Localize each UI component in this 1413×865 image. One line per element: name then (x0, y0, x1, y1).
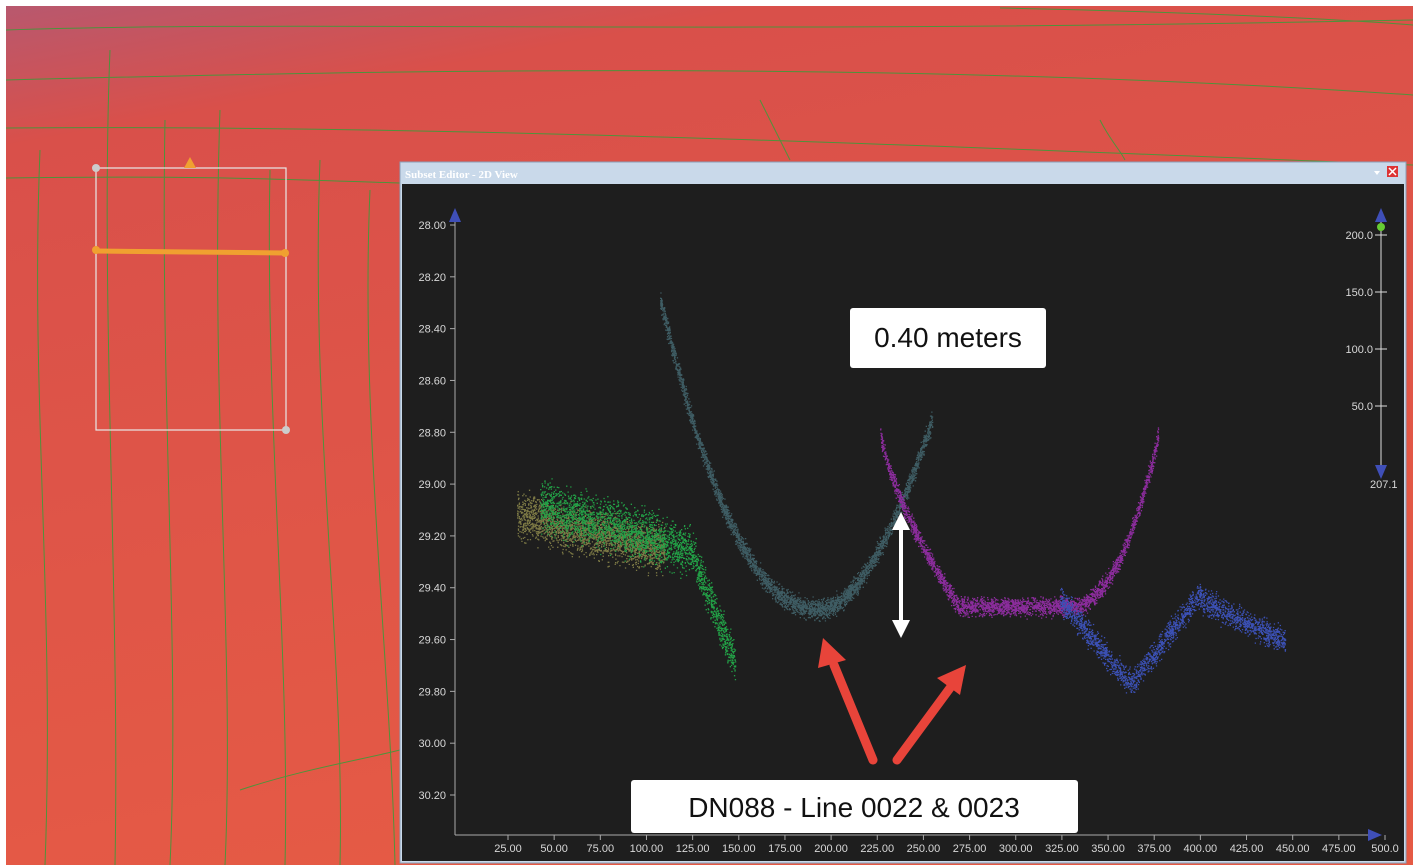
x-tick-label: 175.00 (768, 843, 802, 855)
close-icon (1388, 167, 1397, 176)
side-tick-label: 200.0 (1345, 230, 1373, 242)
x-tick-label: 275.00 (953, 843, 987, 855)
window-title: Subset Editor - 2D View (405, 169, 518, 181)
x-tick-label: 300.00 (999, 843, 1033, 855)
annotations: 0.40 meters DN088 - Line 0022 & 0023 (631, 308, 1078, 833)
point-cloud (880, 427, 1160, 620)
handle[interactable] (92, 246, 100, 254)
handle[interactable] (92, 164, 100, 172)
y-tick-label: 29.20 (418, 531, 446, 543)
measurement-box (850, 308, 1046, 368)
x-tick-label: 50.00 (540, 843, 568, 855)
y-tick-label: 28.60 (418, 375, 446, 387)
x-tick-label: 425.00 (1230, 843, 1264, 855)
x-tick-label: 225.00 (860, 843, 894, 855)
point-cloud (1060, 583, 1287, 694)
y-tick-label: 30.20 (418, 790, 446, 802)
y-tick-label: 28.20 (418, 272, 446, 284)
handle[interactable] (282, 426, 290, 434)
x-tick-label: 500.0 (1371, 843, 1399, 855)
x-tick-label: 475.00 (1322, 843, 1356, 855)
y-tick-label: 29.80 (418, 686, 446, 698)
x-tick-label: 350.00 (1091, 843, 1125, 855)
axis-arrow (449, 208, 461, 222)
measurement-label: 0.40 meters (874, 322, 1022, 353)
menu-button[interactable] (1374, 171, 1380, 175)
x-tick-label: 325.00 (1045, 843, 1079, 855)
side-tick-label: 150.0 (1345, 287, 1373, 299)
y-tick-label: 30.00 (418, 738, 446, 750)
x-tick-label: 100.00 (630, 843, 664, 855)
side-tick-label: 100.0 (1345, 344, 1373, 356)
axis-arrow (1375, 208, 1387, 222)
x-tick-label: 400.00 (1184, 843, 1218, 855)
axis-arrow (1375, 465, 1387, 479)
y-tick-label: 28.80 (418, 427, 446, 439)
y-tick-label: 29.00 (418, 479, 446, 491)
point-cloud (660, 292, 934, 622)
y-tick-label: 29.40 (418, 583, 446, 595)
axis-arrow (1368, 829, 1382, 841)
slider-knob[interactable] (1377, 223, 1385, 231)
survey-lines (5, 7, 1413, 865)
x-tick-label: 250.00 (907, 843, 941, 855)
x-tick-label: 450.00 (1276, 843, 1310, 855)
y-tick-label: 29.60 (418, 635, 446, 647)
caption-label: DN088 - Line 0022 & 0023 (688, 792, 1020, 823)
side-scale-end-label: 207.1 (1370, 479, 1398, 491)
x-tick-label: 25.00 (494, 843, 522, 855)
direction-marker (184, 157, 196, 168)
y-tick-label: 28.40 (418, 324, 446, 336)
point-cloud (540, 478, 737, 681)
x-tick-label: 150.00 (722, 843, 756, 855)
x-tick-label: 200.00 (814, 843, 848, 855)
point-clouds (517, 292, 1287, 694)
x-tick-label: 125.00 (676, 843, 710, 855)
x-tick-label: 375.00 (1137, 843, 1171, 855)
pointer-arrows (818, 638, 966, 765)
y-tick-label: 28.00 (418, 220, 446, 232)
handle[interactable] (281, 249, 289, 257)
profile-line[interactable] (95, 248, 286, 256)
selection-box[interactable] (92, 157, 290, 434)
measurement-arrow (892, 512, 910, 638)
side-tick-label: 50.0 (1352, 401, 1373, 413)
caption-box (631, 780, 1078, 833)
x-tick-label: 75.00 (587, 843, 615, 855)
